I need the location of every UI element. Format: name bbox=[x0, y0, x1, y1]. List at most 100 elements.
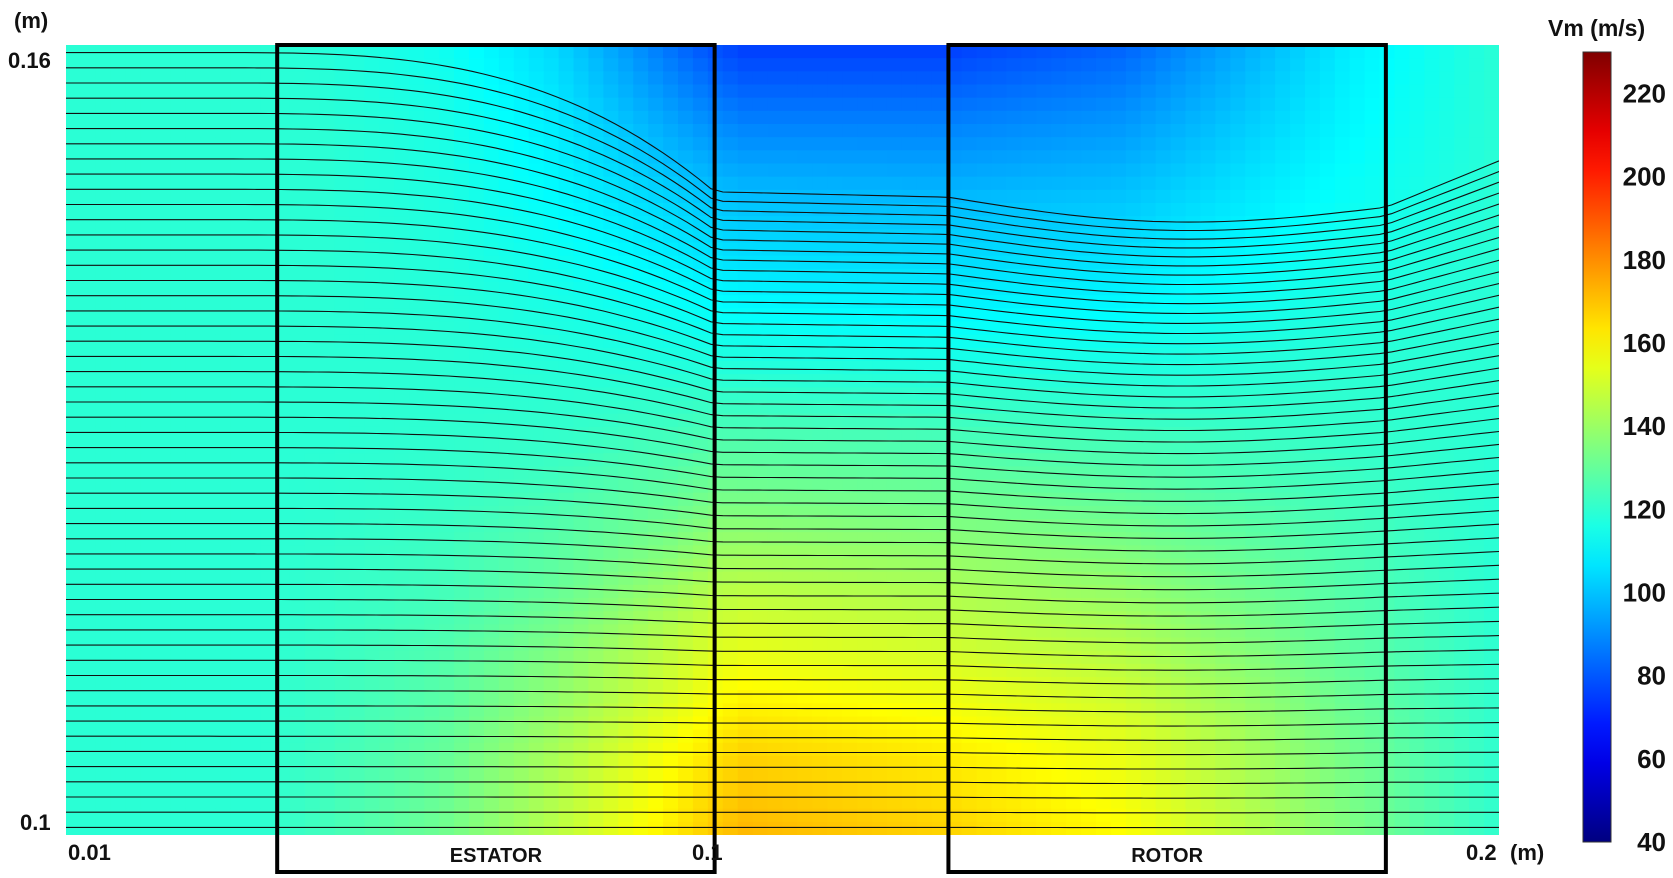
heatmap-cell bbox=[946, 690, 963, 704]
heatmap-cell bbox=[1021, 150, 1037, 165]
heatmap-cell bbox=[857, 413, 873, 428]
heatmap-cell bbox=[797, 137, 813, 151]
heatmap-cell bbox=[200, 611, 216, 625]
heatmap-cell bbox=[1349, 703, 1366, 718]
heatmap-cell bbox=[409, 216, 425, 230]
heatmap-cell bbox=[454, 558, 470, 573]
heatmap-cell bbox=[1185, 163, 1202, 178]
heatmap-cell bbox=[170, 189, 187, 204]
heatmap-cell bbox=[1036, 400, 1052, 415]
heatmap-cell bbox=[1021, 677, 1037, 691]
heatmap-cell bbox=[1140, 295, 1157, 309]
heatmap-cell bbox=[722, 558, 739, 573]
heatmap-cell bbox=[1260, 571, 1276, 586]
heatmap-cell bbox=[961, 426, 978, 441]
heatmap-cell bbox=[976, 690, 993, 704]
heatmap-cell bbox=[1409, 584, 1425, 599]
heatmap-cell bbox=[1230, 124, 1246, 138]
heatmap-cell bbox=[1081, 203, 1097, 217]
heatmap-cell bbox=[110, 347, 127, 362]
heatmap-cell bbox=[1036, 690, 1052, 704]
heatmap-cell bbox=[1036, 545, 1052, 560]
heatmap-cell bbox=[1066, 308, 1082, 323]
heatmap-cell bbox=[439, 716, 455, 731]
heatmap-cell bbox=[1290, 663, 1306, 678]
heatmap-cell bbox=[797, 650, 813, 665]
heatmap-cell bbox=[692, 611, 709, 625]
heatmap-cell bbox=[1454, 255, 1470, 270]
heatmap-cell bbox=[334, 282, 351, 296]
heatmap-cell bbox=[364, 282, 381, 296]
heatmap-cell bbox=[66, 492, 82, 507]
heatmap-cell bbox=[916, 255, 933, 270]
heatmap-cell bbox=[1349, 97, 1366, 112]
heatmap-cell bbox=[469, 124, 485, 138]
heatmap-cell bbox=[767, 624, 784, 639]
heatmap-cell bbox=[648, 347, 664, 362]
heatmap-cell bbox=[991, 361, 1008, 375]
heatmap-cell bbox=[1081, 584, 1097, 599]
heatmap-cell bbox=[304, 400, 321, 415]
heatmap-cell bbox=[528, 624, 545, 639]
heatmap-cell bbox=[1319, 189, 1336, 204]
heatmap-cell bbox=[1215, 71, 1231, 86]
heatmap-cell bbox=[812, 519, 828, 533]
heatmap-cell bbox=[1006, 347, 1022, 362]
heatmap-cell bbox=[991, 650, 1008, 665]
heatmap-cell bbox=[349, 137, 366, 151]
heatmap-cell bbox=[842, 584, 858, 599]
heatmap-cell bbox=[498, 295, 515, 309]
heatmap-cell bbox=[1319, 137, 1336, 151]
heatmap-cell bbox=[692, 137, 709, 151]
heatmap-cell bbox=[245, 282, 261, 296]
heatmap-cell bbox=[409, 110, 425, 125]
heatmap-cell bbox=[140, 598, 157, 612]
heatmap-cell bbox=[1245, 58, 1261, 72]
heatmap-cell bbox=[424, 45, 440, 59]
heatmap-cell bbox=[842, 308, 858, 323]
heatmap-cell bbox=[319, 295, 336, 309]
heatmap-cell bbox=[1200, 374, 1216, 388]
heatmap-cell bbox=[1051, 189, 1067, 204]
heatmap-cell bbox=[1334, 584, 1351, 599]
heatmap-cell bbox=[931, 663, 948, 678]
heatmap-cell bbox=[289, 58, 306, 72]
heatmap-cell bbox=[543, 189, 560, 204]
heatmap-cell bbox=[946, 466, 963, 481]
heatmap-cell bbox=[1245, 84, 1261, 99]
heatmap-cell bbox=[110, 176, 127, 191]
heatmap-cell bbox=[1021, 137, 1037, 151]
heatmap-cell bbox=[1349, 347, 1366, 362]
heatmap-cell bbox=[1110, 321, 1127, 336]
heatmap-cell bbox=[1006, 413, 1022, 428]
heatmap-cell bbox=[976, 203, 993, 217]
heatmap-cell bbox=[588, 176, 604, 191]
heatmap-cell bbox=[1200, 308, 1216, 323]
heatmap-cell bbox=[1140, 229, 1157, 244]
heatmap-cell bbox=[1200, 598, 1216, 612]
heatmap-cell bbox=[170, 268, 187, 283]
heatmap-cell bbox=[260, 703, 276, 718]
heatmap-cell bbox=[1125, 611, 1142, 625]
heatmap-cell bbox=[543, 203, 560, 217]
heatmap-cell bbox=[1484, 216, 1499, 230]
heatmap-cell bbox=[782, 611, 799, 625]
heatmap-cell bbox=[1095, 400, 1112, 415]
heatmap-cell bbox=[260, 611, 276, 625]
heatmap-cell bbox=[633, 84, 649, 99]
heatmap-cell bbox=[1275, 163, 1291, 178]
heatmap-cell bbox=[737, 466, 754, 481]
heatmap-cell bbox=[1469, 374, 1485, 388]
heatmap-cell bbox=[812, 110, 828, 125]
heatmap-cell bbox=[842, 163, 858, 178]
heatmap-cell bbox=[1125, 334, 1142, 349]
heatmap-cell bbox=[1334, 189, 1351, 204]
heatmap-cell bbox=[1036, 479, 1052, 494]
heatmap-cell bbox=[1230, 203, 1246, 217]
heatmap-cell bbox=[260, 492, 276, 507]
heatmap-cell bbox=[812, 203, 828, 217]
heatmap-cell bbox=[1454, 150, 1470, 165]
heatmap-cell bbox=[1006, 558, 1022, 573]
heatmap-cell bbox=[648, 282, 664, 296]
heatmap-cell bbox=[200, 361, 216, 375]
